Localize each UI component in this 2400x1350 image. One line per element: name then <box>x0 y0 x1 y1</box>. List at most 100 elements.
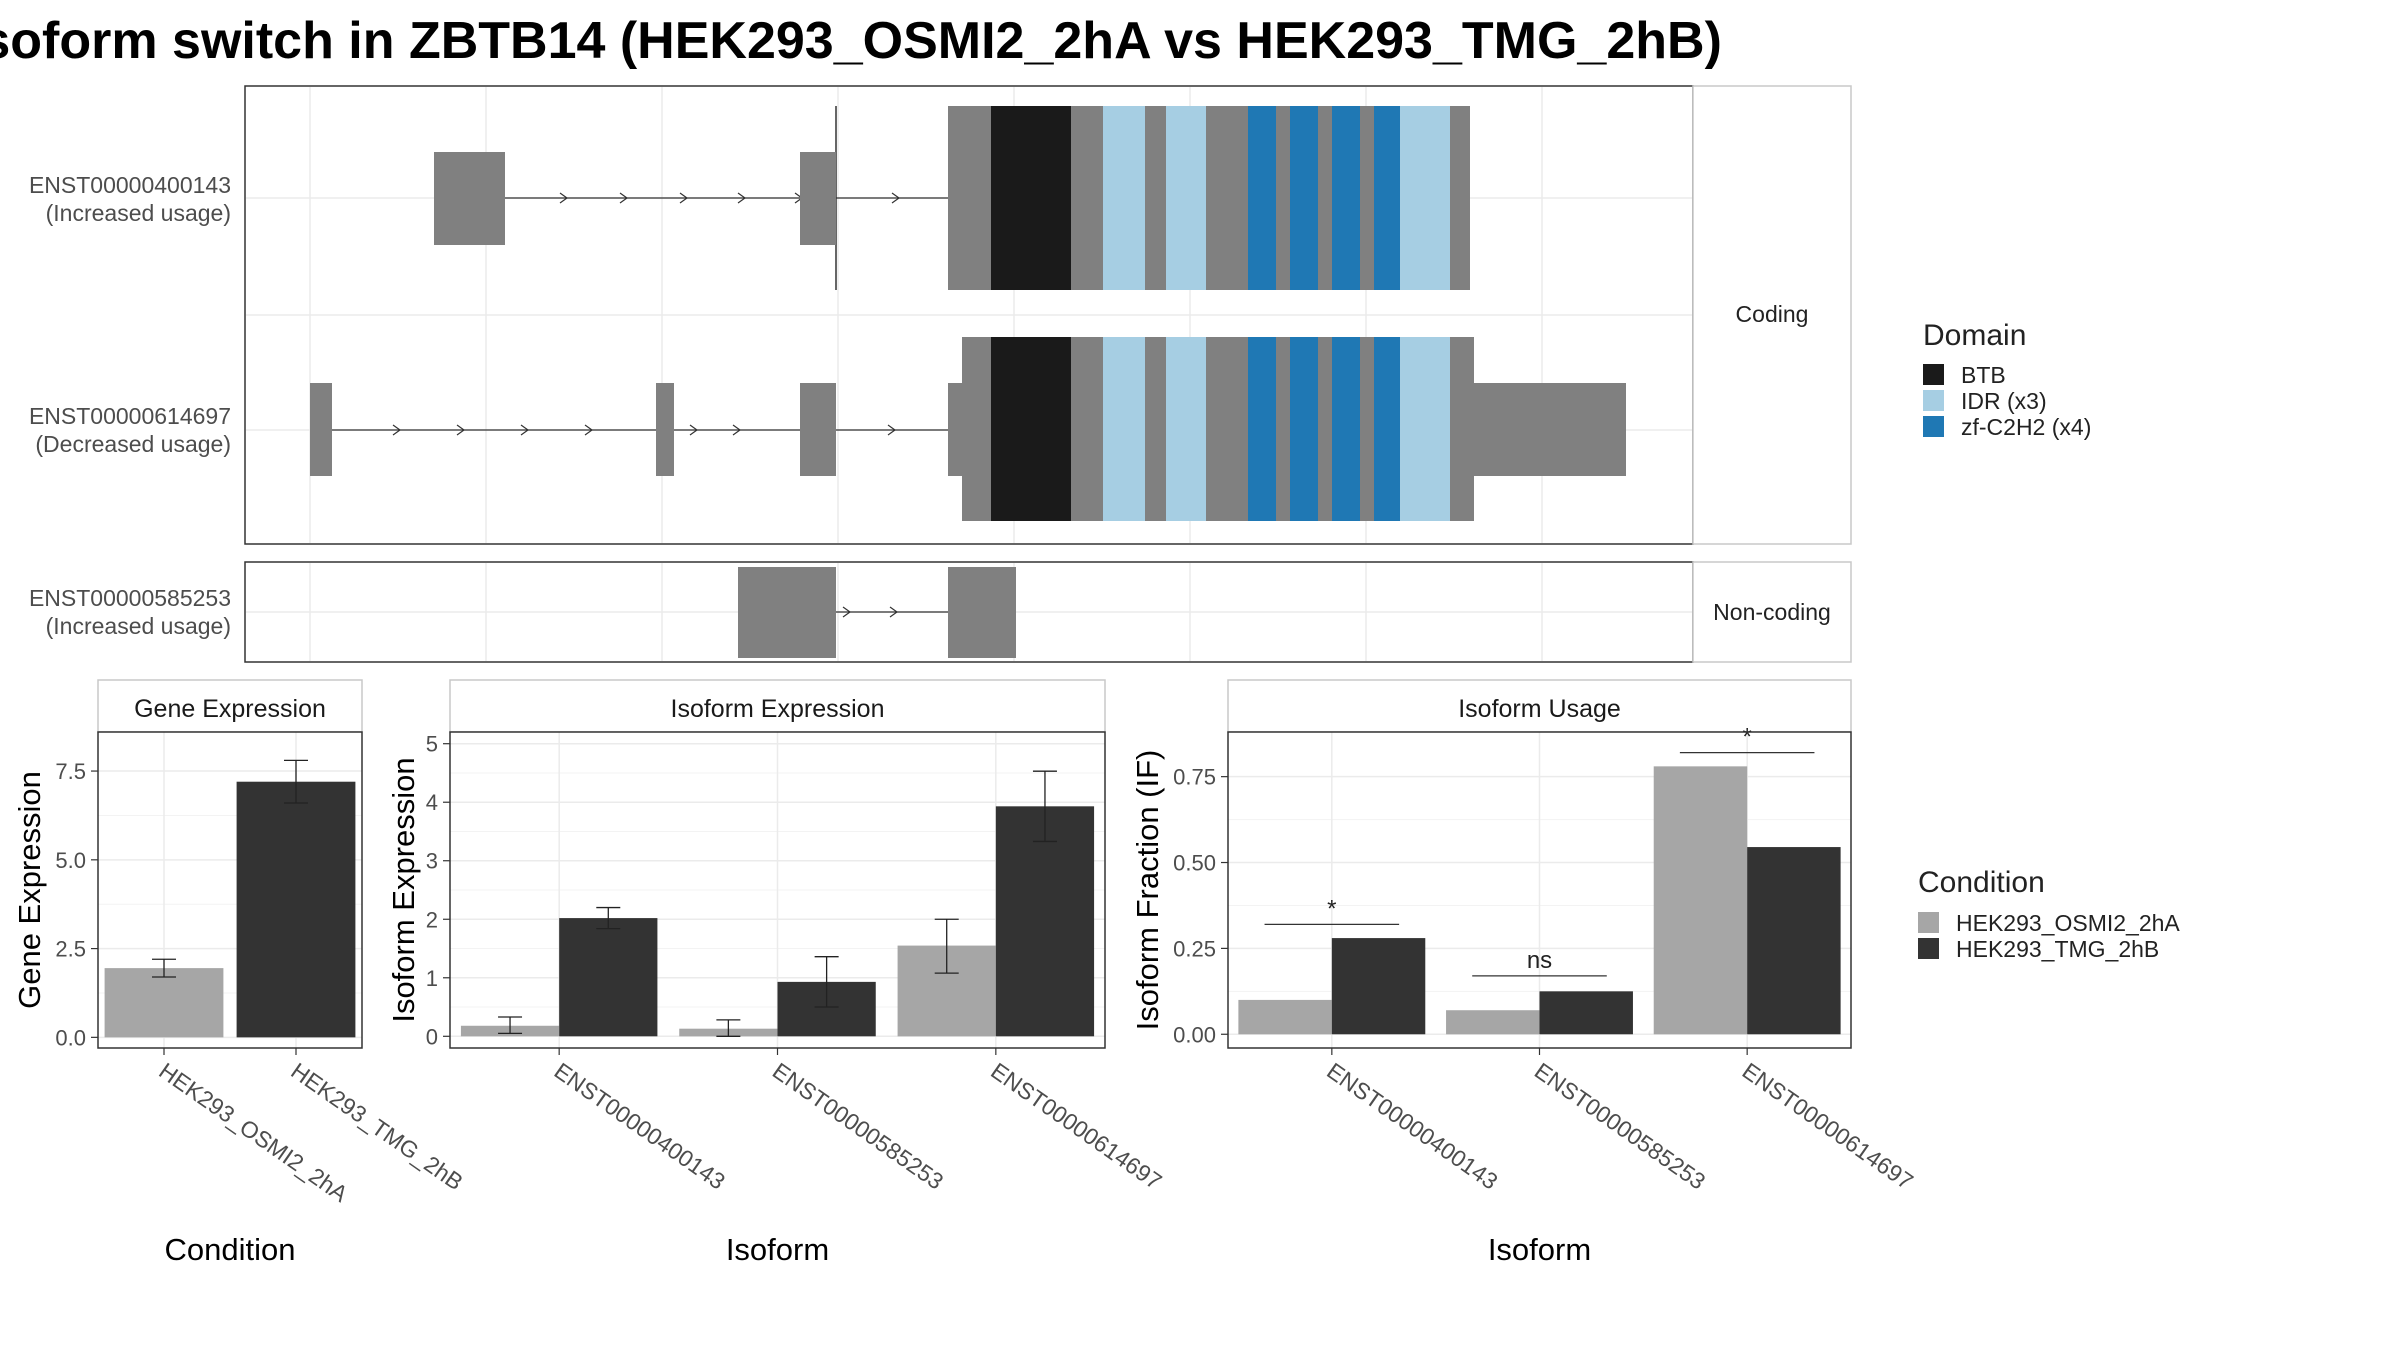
y-tick-label: 1 <box>426 966 438 991</box>
chart-strip <box>449 679 1106 733</box>
chart-title: Isoform Usage <box>1458 695 1621 723</box>
chart-2: Isoform Usage 0.00 0.25 0.50 0.75 ENST0000040… <box>1130 679 1918 1267</box>
exon <box>948 567 1016 658</box>
noncoding-strip-label: Non-coding <box>1713 599 1831 625</box>
domain-btb <box>991 106 1071 290</box>
x-axis-label: Isoform <box>1488 1232 1591 1267</box>
plot-frame <box>449 731 1106 1049</box>
exon <box>656 383 674 476</box>
legend-label-tmg: HEK293_TMG_2hB <box>1956 936 2159 962</box>
transcript-usage-614697: (Decreased usage) <box>35 431 231 457</box>
domain-zf-c2h2 <box>1290 337 1318 521</box>
y-tick-label: 0.50 <box>1173 851 1216 876</box>
significance-label: * <box>1327 895 1336 922</box>
intron-arrow <box>891 192 901 204</box>
y-tick-label: 0 <box>426 1024 438 1049</box>
intron-arrow <box>392 424 402 436</box>
domain-zf-c2h2 <box>1374 337 1400 521</box>
y-tick-label: 0.00 <box>1173 1022 1216 1047</box>
coding-strip-label: Coding <box>1736 301 1809 327</box>
transcript-label-585253: ENST00000585253 <box>29 585 231 611</box>
domain-zf-c2h2 <box>1374 106 1400 290</box>
x-axis-label: Condition <box>165 1232 296 1267</box>
intron-arrow <box>559 192 569 204</box>
condition-legend: Condition HEK293_OSMI2_2hA HEK293_TMG_2h… <box>1918 866 2180 962</box>
intron-arrow <box>842 606 852 618</box>
x-axis-label: Isoform <box>726 1232 829 1267</box>
y-axis-label: Isoform Expression <box>386 757 421 1022</box>
y-tick-label: 0.25 <box>1173 936 1216 961</box>
transcript-model-585253 <box>738 567 1016 658</box>
transcript-usage-585253: (Increased usage) <box>46 613 231 639</box>
bar <box>1539 991 1633 1035</box>
y-tick-label: 4 <box>426 790 438 815</box>
bar <box>559 918 658 1037</box>
y-axis-label: Isoform Fraction (IF) <box>1130 750 1165 1031</box>
transcript-model-400143 <box>434 106 1470 290</box>
coding-strip <box>1692 85 1852 545</box>
x-tick-label: ENST00000585253 <box>768 1057 948 1194</box>
intron-arrow <box>520 424 530 436</box>
exon-3prime-utr <box>1470 383 1626 476</box>
exon <box>948 383 964 476</box>
plot-frame <box>1227 731 1852 1049</box>
expression-charts: Gene Expression0.02.55.07.5HEK293_OSMI2_… <box>12 679 1918 1267</box>
domain-zf-c2h2 <box>1332 337 1360 521</box>
legend-key-btb <box>1923 364 1944 385</box>
chart-strip <box>97 679 363 733</box>
x-tick-label: ENST00000614697 <box>1738 1057 1918 1194</box>
legend-key-idr <box>1923 390 1944 411</box>
y-tick-label: 2.5 <box>55 937 86 962</box>
noncoding-strip <box>1692 561 1852 663</box>
legend-label-btb: BTB <box>1961 362 2006 388</box>
exon <box>738 567 836 658</box>
intron-arrow <box>456 424 466 436</box>
chart-title: Isoform Expression <box>671 695 885 723</box>
y-tick-label: 2 <box>426 907 438 932</box>
x-tick-label: ENST00000400143 <box>1322 1057 1502 1194</box>
bar <box>1653 766 1748 1035</box>
intron-arrow <box>732 424 742 436</box>
condition-legend-title: Condition <box>1918 866 2045 899</box>
domain-idr <box>1400 337 1450 521</box>
plot-frame <box>97 731 363 1049</box>
legend-label-osmi2: HEK293_OSMI2_2hA <box>1956 910 2180 936</box>
legend-label-idr: IDR (x3) <box>1961 388 2047 414</box>
legend-key-osmi2 <box>1918 912 1939 933</box>
domain-idr <box>1166 337 1206 521</box>
y-tick-label: 0.0 <box>55 1025 86 1050</box>
domain-idr <box>1103 106 1145 290</box>
domain-zf-c2h2 <box>1290 106 1318 290</box>
intron-arrow <box>619 192 629 204</box>
bar <box>1446 1010 1540 1035</box>
exon <box>800 383 836 476</box>
domain-zf-c2h2 <box>1248 106 1276 290</box>
transcript-label-614697: ENST00000614697 <box>29 403 231 429</box>
legend-key-tmg <box>1918 938 1939 959</box>
intron-arrow <box>889 606 899 618</box>
y-tick-label: 3 <box>426 849 438 874</box>
figure-title: The isoform switch in ZBTB14 (HEK293_OSM… <box>0 12 1722 70</box>
x-tick-label: ENST00000585253 <box>1530 1057 1710 1194</box>
intron-arrow <box>679 192 689 204</box>
exon <box>800 152 836 245</box>
y-tick-label: 5 <box>426 732 438 757</box>
domain-legend: Domain BTB IDR (x3) zf-C2H2 (x4) <box>1923 319 2091 440</box>
bar <box>1747 847 1841 1035</box>
transcript-usage-400143: (Increased usage) <box>46 200 231 226</box>
intron-arrow <box>887 424 897 436</box>
x-tick-label: ENST00000614697 <box>986 1057 1166 1194</box>
chart-0: Gene Expression0.02.55.07.5HEK293_OSMI2_… <box>12 679 468 1267</box>
legend-key-zf-c2h2 <box>1923 416 1944 437</box>
domain-idr <box>1166 106 1206 290</box>
bar <box>104 968 224 1038</box>
significance-label: ns <box>1527 947 1552 974</box>
domain-zf-c2h2 <box>1248 337 1276 521</box>
transcript-label-400143: ENST00000400143 <box>29 172 231 198</box>
bar <box>1238 999 1332 1035</box>
transcript-structure-panel: Coding Non-coding ENST00000400143 (Incre… <box>29 85 1852 663</box>
domain-zf-c2h2 <box>1332 106 1360 290</box>
bar <box>236 781 356 1038</box>
